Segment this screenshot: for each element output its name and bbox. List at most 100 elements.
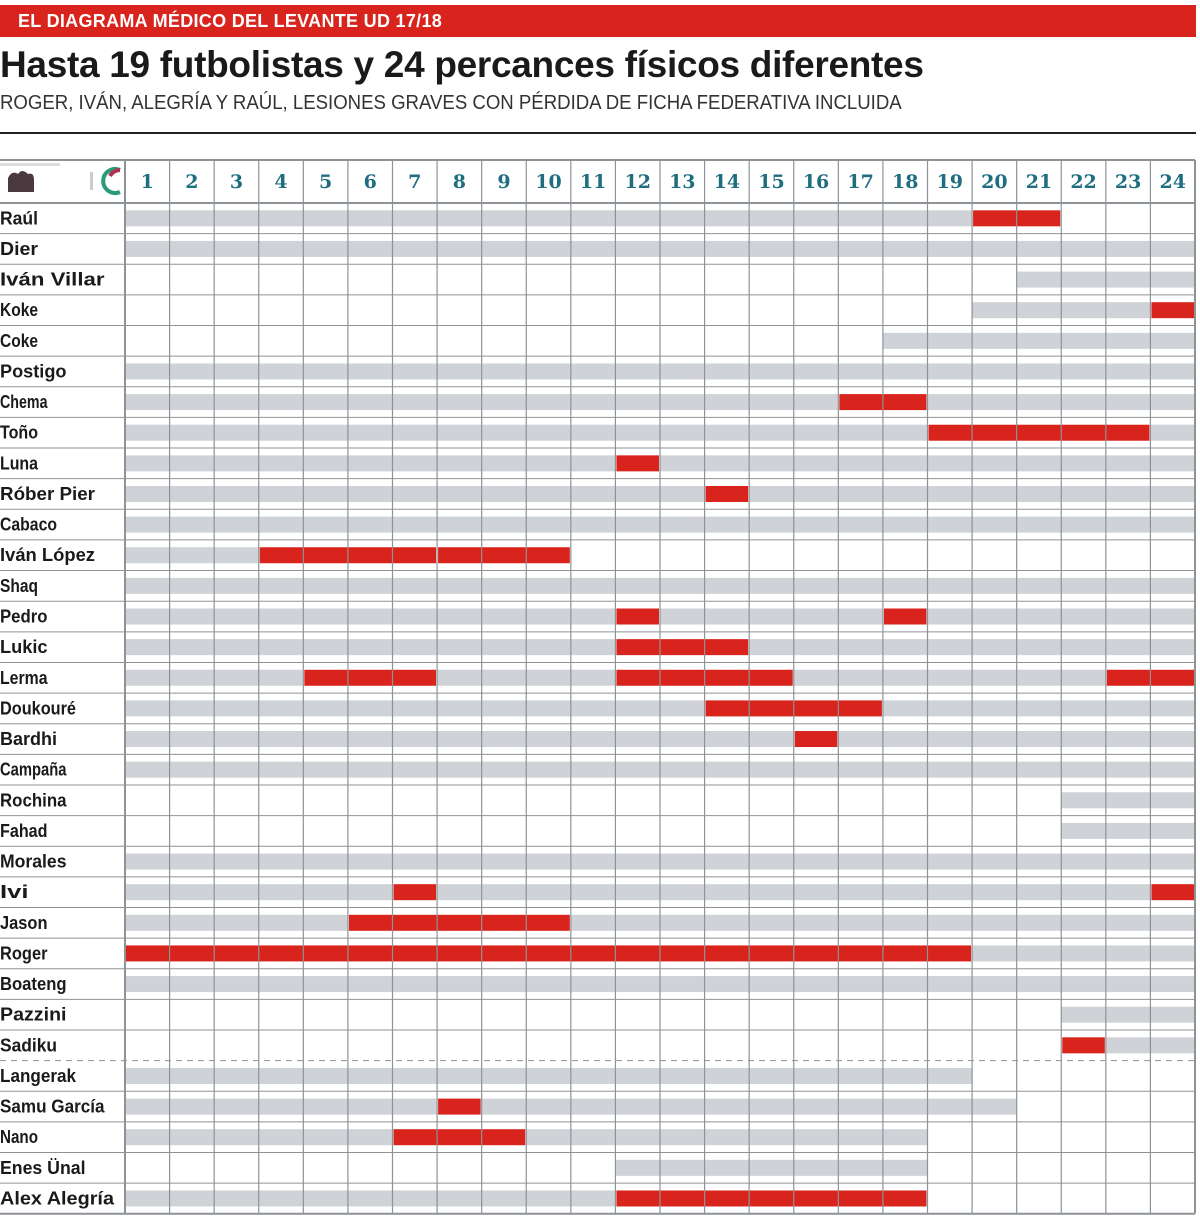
- matchday-label: 16: [803, 171, 829, 193]
- player-row: Lerma: [0, 668, 1194, 688]
- squad-bar: [125, 914, 348, 931]
- matchday-label: 17: [847, 171, 873, 193]
- injury-bar: [616, 639, 749, 656]
- injury-bar: [1151, 884, 1194, 901]
- injury-bar: [616, 608, 659, 625]
- injury-bar: [616, 455, 659, 472]
- squad-bar: [1061, 822, 1195, 839]
- player-name: Boateng: [0, 974, 67, 994]
- matchday-label: 20: [981, 171, 1007, 193]
- player-name: Samu García: [0, 1097, 105, 1117]
- player-name: Campaña: [0, 760, 67, 780]
- player-row: Lukic: [0, 637, 1195, 657]
- injury-bar: [616, 1190, 927, 1207]
- squad-bar: [125, 455, 616, 472]
- player-name: Bardhi: [0, 729, 57, 749]
- player-row: Shaq: [0, 576, 1195, 596]
- squad-bar: [793, 669, 1106, 686]
- title-rule: [0, 132, 1196, 134]
- player-name: Postigo: [0, 361, 67, 381]
- matchday-label: 6: [364, 171, 377, 193]
- player-row: Iván López: [0, 545, 570, 565]
- squad-bar: [125, 547, 259, 564]
- squad-bar: [882, 332, 1195, 349]
- squad-bar: [1150, 424, 1195, 441]
- player-row: Toño: [0, 423, 1195, 443]
- player-row: Cabaco: [0, 515, 1195, 535]
- player-row: Dier: [0, 239, 1195, 259]
- player-row: Róber Pier: [0, 484, 1195, 504]
- player-name: Toño: [0, 423, 38, 443]
- kicker-text: EL DIAGRAMA MÉDICO DEL LEVANTE UD 17/18: [18, 11, 443, 31]
- logo-text: [90, 172, 93, 190]
- injury-bar: [705, 485, 749, 502]
- player-row: Alex Alegría: [0, 1188, 927, 1208]
- matchday-label: 19: [937, 171, 963, 193]
- player-name: Lukic: [0, 637, 48, 657]
- squad-bar: [882, 700, 1195, 717]
- player-row: Nano: [0, 1127, 928, 1147]
- squad-bar: [125, 1067, 973, 1084]
- logo-arc-red: [108, 168, 121, 178]
- squad-bar: [125, 731, 794, 748]
- matchday-label: 1: [141, 171, 154, 193]
- matchday-label: 14: [714, 171, 740, 193]
- player-name: Roger: [0, 943, 48, 963]
- injury-bar: [928, 424, 1150, 441]
- squad-bar: [125, 700, 705, 717]
- matchday-label: 12: [624, 171, 650, 193]
- player-name: Cabaco: [0, 515, 57, 535]
- squad-bar: [972, 945, 1195, 962]
- player-row: Sadiku: [0, 1035, 1195, 1055]
- player-row: Boateng: [0, 974, 1195, 994]
- player-name: Iván López: [0, 545, 95, 565]
- player-name: Pedro: [0, 607, 48, 627]
- player-row: Bardhi: [0, 729, 1195, 749]
- injury-bar: [393, 884, 437, 901]
- squad-bar: [1061, 792, 1195, 809]
- player-name: Morales: [0, 852, 67, 872]
- player-name: Alex Alegría: [0, 1188, 115, 1208]
- matchday-label: 8: [453, 171, 466, 193]
- player-row: Enes Ünal: [0, 1158, 928, 1178]
- player-row: Koke: [0, 300, 1194, 320]
- matchday-label: 11: [580, 171, 606, 193]
- player-name: Langerak: [0, 1066, 77, 1086]
- injury-bar: [1151, 302, 1194, 319]
- player-name: Luna: [0, 453, 39, 473]
- player-row: Jason: [0, 913, 1195, 933]
- injury-bar: [1062, 1037, 1105, 1054]
- squad-bar: [125, 639, 616, 656]
- crest-caption: [0, 163, 60, 166]
- player-name: Rochina: [0, 790, 67, 810]
- player-row: Raúl: [0, 208, 1061, 228]
- injury-bar: [126, 945, 972, 962]
- player-row: Iván Villar: [0, 270, 1195, 290]
- matchday-label: 21: [1026, 171, 1052, 193]
- player-name: Jason: [0, 913, 48, 933]
- injury-bar: [794, 731, 838, 748]
- player-name: Coke: [0, 331, 38, 351]
- player-row: Campaña: [0, 760, 1195, 780]
- player-row: Fahad: [0, 821, 1195, 841]
- squad-bar: [1061, 1006, 1195, 1023]
- injury-bar: [438, 1098, 481, 1115]
- player-row: Coke: [0, 331, 1195, 351]
- player-name: Koke: [0, 300, 38, 320]
- matchday-label: 9: [497, 171, 510, 193]
- player-row: Langerak: [0, 1066, 973, 1086]
- player-name: Lerma: [0, 668, 48, 688]
- chart-title: Hasta 19 futbolistas y 24 percances físi…: [0, 44, 924, 85]
- injury-bar: [883, 608, 927, 625]
- player-name: Nano: [0, 1127, 38, 1147]
- matchday-label: 13: [669, 171, 695, 193]
- matchday-label: 22: [1070, 171, 1096, 193]
- player-row: Pedro: [0, 607, 1195, 627]
- player-name: Enes Ünal: [0, 1158, 86, 1178]
- player-name: Iván Villar: [0, 270, 105, 290]
- matchday-label: 10: [535, 171, 561, 193]
- player-row: Postigo: [0, 361, 1195, 381]
- squad-bar: [125, 1190, 616, 1207]
- player-name: Doukouré: [0, 698, 76, 718]
